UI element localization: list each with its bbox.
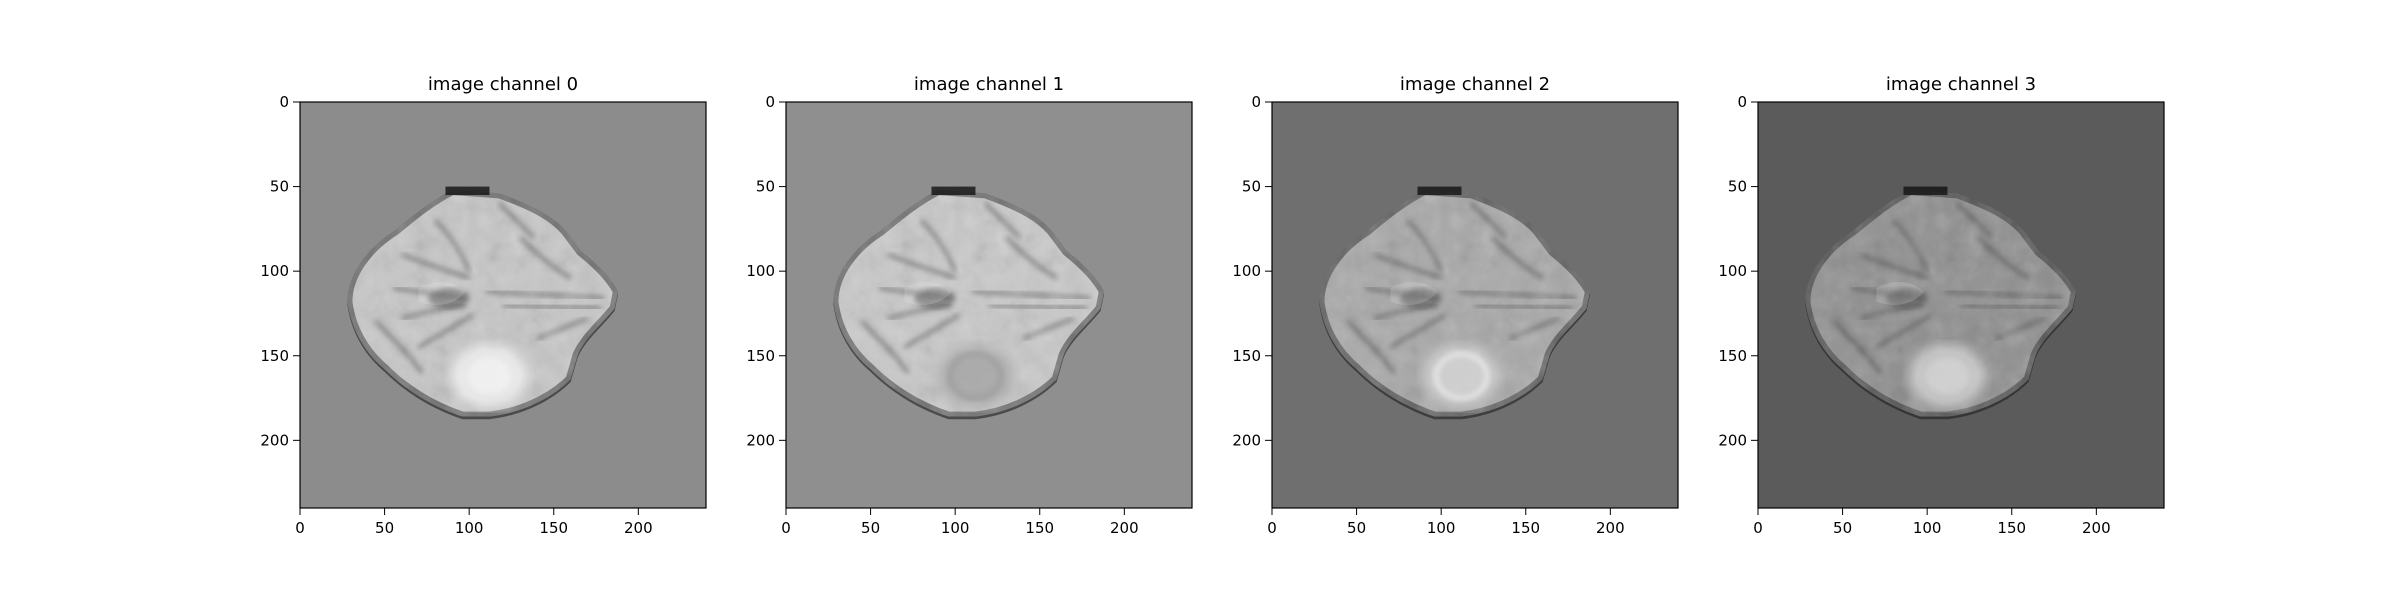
y-tick-label: 100 xyxy=(1718,262,1747,280)
y-tick-label: 100 xyxy=(1232,262,1261,280)
y-tick-label: 200 xyxy=(1718,431,1747,449)
x-tick-label: 200 xyxy=(2082,519,2111,537)
y-tick-label: 0 xyxy=(1251,93,1261,111)
x-tick-label: 0 xyxy=(1753,519,1763,537)
x-tick-label: 0 xyxy=(781,519,791,537)
x-tick-label: 150 xyxy=(539,519,568,537)
x-tick-label: 50 xyxy=(861,519,880,537)
image-panel: image channel 1 0 50 100 150 200 0 50 100 150 200 xyxy=(746,74,1193,537)
mri-image xyxy=(1758,102,2164,508)
y-tick-label: 200 xyxy=(746,431,775,449)
x-tick-label: 50 xyxy=(1347,519,1366,537)
panel-title: image channel 2 xyxy=(1400,74,1550,95)
x-tick-label: 50 xyxy=(1833,519,1852,537)
mri-image xyxy=(786,102,1192,508)
y-tick-label: 50 xyxy=(1728,178,1747,196)
panel-title: image channel 0 xyxy=(428,74,578,95)
x-tick-label: 200 xyxy=(624,519,653,537)
y-tick-label: 150 xyxy=(746,347,775,365)
image-panel: image channel 0 0 50 100 150 200 0 50 100 150 200 xyxy=(260,74,707,537)
x-tick-label: 150 xyxy=(1997,519,2026,537)
image-panel: image channel 2 0 50 100 150 200 0 50 100 150 200 xyxy=(1232,74,1679,537)
x-tick-label: 150 xyxy=(1511,519,1540,537)
y-tick-label: 0 xyxy=(279,93,289,111)
y-tick-label: 200 xyxy=(260,431,289,449)
y-tick-label: 50 xyxy=(1242,178,1261,196)
x-tick-label: 0 xyxy=(295,519,305,537)
y-tick-label: 150 xyxy=(1232,347,1261,365)
axes-frame xyxy=(299,101,707,509)
axes-frame xyxy=(1271,101,1679,509)
panel-title: image channel 3 xyxy=(1886,74,2036,95)
y-tick-label: 0 xyxy=(765,93,775,111)
x-tick-label: 100 xyxy=(941,519,970,537)
y-tick-label: 50 xyxy=(270,178,289,196)
mri-image xyxy=(1272,102,1678,508)
y-tick-label: 150 xyxy=(260,347,289,365)
y-tick-label: 100 xyxy=(260,262,289,280)
axes-frame xyxy=(785,101,1193,509)
x-tick-label: 0 xyxy=(1267,519,1277,537)
x-tick-label: 100 xyxy=(1913,519,1942,537)
x-tick-label: 100 xyxy=(455,519,484,537)
axes-frame xyxy=(1757,101,2165,509)
y-tick-label: 100 xyxy=(746,262,775,280)
y-tick-label: 200 xyxy=(1232,431,1261,449)
panel-title: image channel 1 xyxy=(914,74,1064,95)
y-tick-label: 150 xyxy=(1718,347,1747,365)
x-tick-label: 100 xyxy=(1427,519,1456,537)
x-tick-label: 200 xyxy=(1110,519,1139,537)
x-tick-label: 50 xyxy=(375,519,394,537)
image-panel: image channel 3 0 50 100 150 200 0 50 100 150 200 xyxy=(1718,74,2165,537)
mri-image xyxy=(300,102,706,508)
y-tick-label: 0 xyxy=(1737,93,1747,111)
y-tick-label: 50 xyxy=(756,178,775,196)
x-tick-label: 150 xyxy=(1025,519,1054,537)
x-tick-label: 200 xyxy=(1596,519,1625,537)
